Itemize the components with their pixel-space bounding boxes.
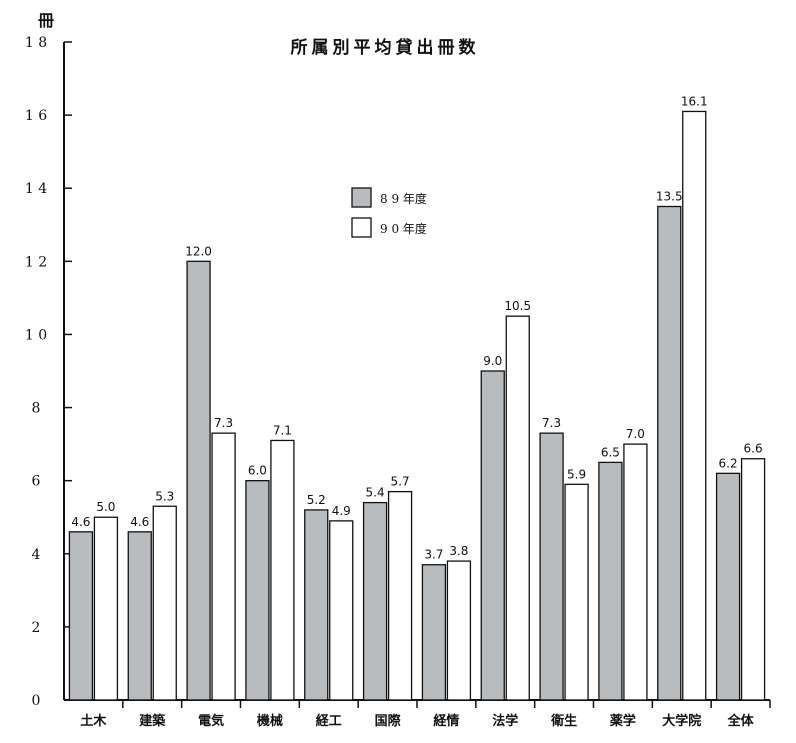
- bar-89: [715, 472, 741, 701]
- x-category-label: 電気: [198, 713, 224, 729]
- y-tick-label: 2: [32, 620, 41, 636]
- x-category-label: 建築: [139, 713, 166, 729]
- data-label: 9.0: [483, 354, 502, 368]
- data-label: 4.6: [130, 515, 149, 529]
- legend: 8 9 年度 9 0 年度: [340, 183, 465, 245]
- bar-89: [657, 205, 682, 701]
- data-label: 5.2: [307, 493, 326, 507]
- y-tick-label: 1 8: [25, 35, 47, 51]
- x-category-label: 土木: [80, 713, 107, 729]
- bar-90: [740, 458, 766, 701]
- y-tick-label: 8: [32, 401, 41, 417]
- data-labels: 4.6 5.0 4.6 5.3 12.0 7.3 6.0 7.1 5.2 4.9 5.4 5.7 3.7…: [71, 94, 762, 561]
- data-label: 6.2: [719, 456, 738, 470]
- x-category-label: 衛生: [550, 713, 577, 729]
- bar-89: [304, 509, 329, 701]
- data-label: 6.6: [744, 442, 763, 456]
- bar-90: [446, 560, 472, 701]
- y-unit-label: 冊: [38, 11, 54, 30]
- bar-89: [421, 564, 447, 701]
- bar-90: [152, 505, 177, 701]
- y-tick-label: 1 4: [25, 181, 47, 197]
- axes: 0 2 4 6 8 1 0 1 2 1 4 1 6 1 8 土木 建築 電気 機械 経工 国際 経情 法学 衛生 薬学…: [25, 35, 771, 729]
- bar-89: [362, 501, 388, 701]
- data-label: 5.7: [391, 475, 410, 489]
- data-label: 5.9: [567, 467, 586, 481]
- y-tick-label: 1 6: [25, 108, 47, 124]
- data-label: 7.0: [626, 427, 645, 441]
- data-label: 7.3: [542, 416, 561, 430]
- data-label: 5.3: [155, 489, 174, 503]
- bar-90: [387, 490, 413, 701]
- y-tick-label: 1 2: [25, 254, 47, 270]
- bar-89: [127, 531, 152, 701]
- bar-90: [93, 516, 119, 701]
- data-label: 4.9: [332, 504, 351, 518]
- bar-90: [682, 110, 707, 701]
- y-tick-label: 1 0: [25, 327, 47, 343]
- bar-90: [270, 439, 295, 701]
- data-label: 12.0: [185, 244, 212, 258]
- data-label: 7.1: [273, 423, 292, 437]
- bar-90: [623, 443, 648, 701]
- bar-89: [480, 370, 505, 701]
- bar-90: [505, 315, 530, 701]
- legend-label: 9 0 年度: [380, 221, 427, 236]
- bar-89: [245, 480, 270, 701]
- x-category-label: 大学院: [662, 713, 701, 729]
- x-category-label: 機械: [257, 713, 283, 729]
- x-category-label: 薬学: [609, 713, 636, 729]
- bar-89: [598, 461, 623, 701]
- data-label: 16.1: [681, 94, 708, 108]
- chart-title: 所属別平均貸出冊数: [291, 37, 480, 58]
- bar-90: [564, 483, 589, 701]
- x-category-label: 国際: [375, 713, 402, 729]
- data-label: 13.5: [656, 190, 683, 204]
- data-label: 4.6: [71, 515, 90, 529]
- data-label: 3.8: [449, 544, 468, 558]
- x-category-label: 法学: [492, 713, 518, 729]
- data-label: 6.5: [601, 445, 620, 459]
- bar-90: [211, 432, 236, 701]
- bar-90: [329, 520, 354, 701]
- y-tick-label: 6: [32, 474, 41, 490]
- y-tick-label: 0: [32, 693, 41, 709]
- data-label: 3.7: [424, 548, 443, 562]
- data-label: 5.0: [96, 500, 115, 514]
- legend-swatch: [351, 217, 372, 238]
- data-label: 5.4: [366, 486, 385, 500]
- x-category-label: 全体: [727, 713, 755, 729]
- bar-89: [539, 432, 564, 701]
- data-label: 10.5: [504, 299, 531, 313]
- x-category-label: 経情: [433, 713, 459, 729]
- data-label: 6.0: [248, 464, 267, 478]
- x-category-label: 経工: [316, 713, 342, 729]
- bar-89: [186, 260, 211, 701]
- legend-label: 8 9 年度: [380, 191, 427, 206]
- data-label: 7.3: [214, 416, 233, 430]
- y-tick-label: 4: [32, 547, 41, 563]
- legend-swatch: [351, 187, 372, 208]
- bars: [68, 110, 766, 701]
- bar-89: [68, 531, 94, 701]
